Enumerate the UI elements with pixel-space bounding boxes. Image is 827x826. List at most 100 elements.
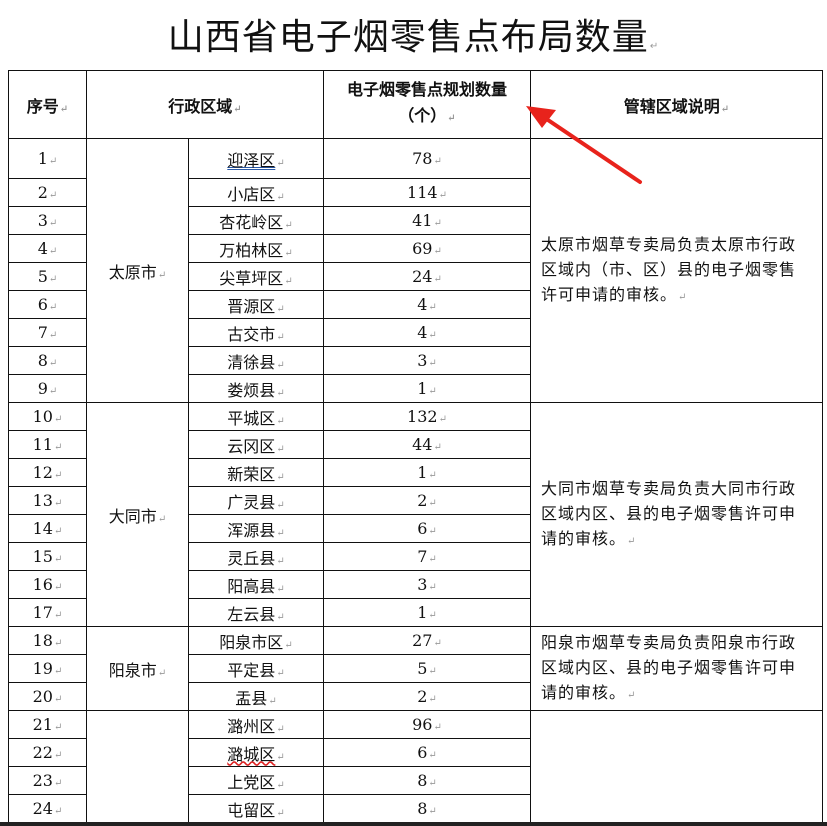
paragraph-mark-icon: ↵ — [428, 386, 437, 397]
paragraph-mark-icon: ↵ — [276, 667, 285, 679]
jurisdiction-desc-cell — [530, 710, 823, 823]
district-cell-text: 尖草坪区 — [219, 268, 284, 288]
count-cell-text: 4 — [417, 323, 428, 342]
paragraph-mark-icon: ↵ — [433, 274, 442, 285]
district-cell: 阳泉市区↵ — [188, 626, 324, 655]
district-cell-text: 平城区 — [227, 408, 276, 428]
district-cell-text: 云冈区 — [227, 436, 276, 456]
count-cell-text: 41 — [412, 211, 433, 230]
paragraph-mark-icon: ↵ — [428, 554, 437, 565]
city-cell: 太原市↵ — [86, 138, 189, 403]
paragraph-mark-icon: ↵ — [428, 330, 437, 341]
count-cell: 8↵ — [323, 794, 531, 823]
district-cell: 阳高县↵ — [188, 570, 324, 599]
table-row: 8↵ 清徐县↵ 3↵ — [8, 346, 823, 375]
count-cell-text: 3 — [417, 351, 428, 370]
count-cell: 7↵ — [323, 542, 531, 571]
paragraph-mark-icon: ↵ — [284, 219, 293, 231]
district-cell: 左云县↵ — [188, 598, 324, 627]
paragraph-mark-icon: ↵ — [53, 610, 63, 621]
table-row: 2↵ 小店区↵ 114↵ — [8, 178, 823, 207]
district-cell-text: 阳泉市区 — [219, 632, 284, 652]
table-row: 16↵ 阳高县↵ 3↵ — [8, 570, 823, 599]
table-row: 18↵ 阳泉市↵ 阳泉市区↵ 27↵ 阳泉市烟草专卖局负责阳泉市行政区域内区、县的电子烟… — [8, 626, 823, 711]
count-cell-text: 8 — [417, 799, 428, 818]
count-cell: 3↵ — [323, 346, 531, 375]
row-number: 13↵ — [8, 486, 87, 515]
jurisdiction-desc-cell: 大同市烟草专卖局负责大同市行政区域内区、县的电子烟零售许可申请的审核。↵ — [530, 402, 823, 627]
paragraph-mark-icon: ↵ — [48, 156, 58, 167]
paragraph-mark-icon: ↵ — [276, 555, 285, 567]
table-row: 11↵ 云冈区↵ 44↵ — [8, 430, 823, 459]
district-cell-text: 盂县 — [235, 688, 268, 708]
paragraph-mark-icon: ↵ — [276, 157, 285, 169]
paragraph-mark-icon: ↵ — [53, 498, 63, 509]
district-cell-text: 左云县 — [227, 604, 276, 624]
paragraph-mark-icon: ↵ — [276, 499, 285, 511]
paragraph-mark-icon: ↵ — [276, 751, 285, 763]
paragraph-mark-icon: ↵ — [428, 470, 437, 481]
count-cell: 2↵ — [323, 486, 531, 515]
city-cell: 阳泉市↵ — [86, 626, 189, 711]
count-cell-text: 96 — [412, 715, 433, 734]
count-cell: 78↵ — [323, 138, 531, 179]
city-cell — [86, 710, 189, 823]
table-row: 13↵ 广灵县↵ 2↵ — [8, 486, 823, 515]
district-cell-text: 潞州区 — [227, 716, 276, 736]
paragraph-mark-icon: ↵ — [53, 414, 63, 425]
row-number: 14↵ — [8, 514, 87, 543]
district-cell-text: 清徐县 — [227, 352, 276, 372]
header-desc: 管辖区域说明↵ — [530, 70, 823, 139]
count-cell-text: 69 — [412, 239, 433, 258]
count-cell: 69↵ — [323, 234, 531, 263]
document-title: 山西省电子烟零售点布局数量↵ — [0, 8, 827, 60]
header-no: 序号↵ — [8, 70, 87, 139]
paragraph-mark-icon: ↵ — [48, 358, 58, 369]
row-number: 15↵ — [8, 542, 87, 571]
paragraph-mark-icon: ↵ — [157, 513, 167, 525]
paragraph-mark-icon: ↵ — [433, 246, 442, 257]
paragraph-mark-icon: ↵ — [48, 330, 58, 341]
paragraph-mark-icon: ↵ — [48, 246, 58, 257]
paragraph-mark-icon: ↵ — [433, 218, 442, 229]
table-row: 15↵ 灵丘县↵ 7↵ — [8, 542, 823, 571]
table-row: 4↵ 万柏林区↵ 69↵ — [8, 234, 823, 263]
count-cell-text: 78 — [412, 149, 433, 168]
row-number-text: 17 — [32, 603, 53, 622]
row-number: 5↵ — [8, 262, 87, 291]
paragraph-mark-icon: ↵ — [48, 190, 58, 201]
count-cell-text: 5 — [417, 659, 428, 678]
count-cell: 114↵ — [323, 178, 531, 207]
district-cell: 屯留区↵ — [188, 794, 324, 823]
jurisdiction-desc-cell: 阳泉市烟草专卖局负责阳泉市行政区域内区、县的电子烟零售许可申请的审核。↵ — [530, 626, 823, 711]
row-number-text: 9 — [37, 379, 48, 398]
count-cell: 5↵ — [323, 654, 531, 683]
district-cell: 迎泽区↵ — [188, 138, 324, 179]
district-cell-text: 迎泽区 — [227, 150, 276, 170]
count-cell: 1↵ — [323, 374, 531, 403]
city-cell-text: 阳泉市 — [108, 660, 157, 680]
district-cell: 杏花岭区↵ — [188, 206, 324, 235]
count-cell: 6↵ — [323, 738, 531, 767]
paragraph-mark-icon: ↵ — [157, 269, 167, 281]
district-cell-text: 古交市 — [227, 324, 276, 344]
retail-points-table: 序号↵ 行政区域↵ 电子烟零售点规划数量（个）↵ 管辖区域说明↵ 1↵ 太原市↵ 迎… — [8, 70, 823, 823]
row-number-text: 13 — [32, 491, 53, 510]
paragraph-mark-icon: ↵ — [48, 386, 58, 397]
row-number-text: 24 — [32, 799, 53, 818]
row-number-text: 19 — [32, 659, 53, 678]
paragraph-mark-icon: ↵ — [678, 291, 688, 303]
district-cell: 平定县↵ — [188, 654, 324, 683]
paragraph-mark-icon: ↵ — [157, 667, 167, 679]
table-row: 24↵ 屯留区↵ 8↵ — [8, 794, 823, 823]
district-cell-text: 新荣区 — [227, 464, 276, 484]
row-number-text: 11 — [32, 435, 53, 454]
district-cell-text: 屯留区 — [227, 800, 276, 820]
paragraph-mark-icon: ↵ — [268, 695, 277, 707]
count-cell: 27↵ — [323, 626, 531, 655]
row-number: 17↵ — [8, 598, 87, 627]
row-number: 3↵ — [8, 206, 87, 235]
district-cell: 清徐县↵ — [188, 346, 324, 375]
row-number-text: 4 — [37, 239, 48, 258]
count-cell-text: 6 — [417, 519, 428, 538]
